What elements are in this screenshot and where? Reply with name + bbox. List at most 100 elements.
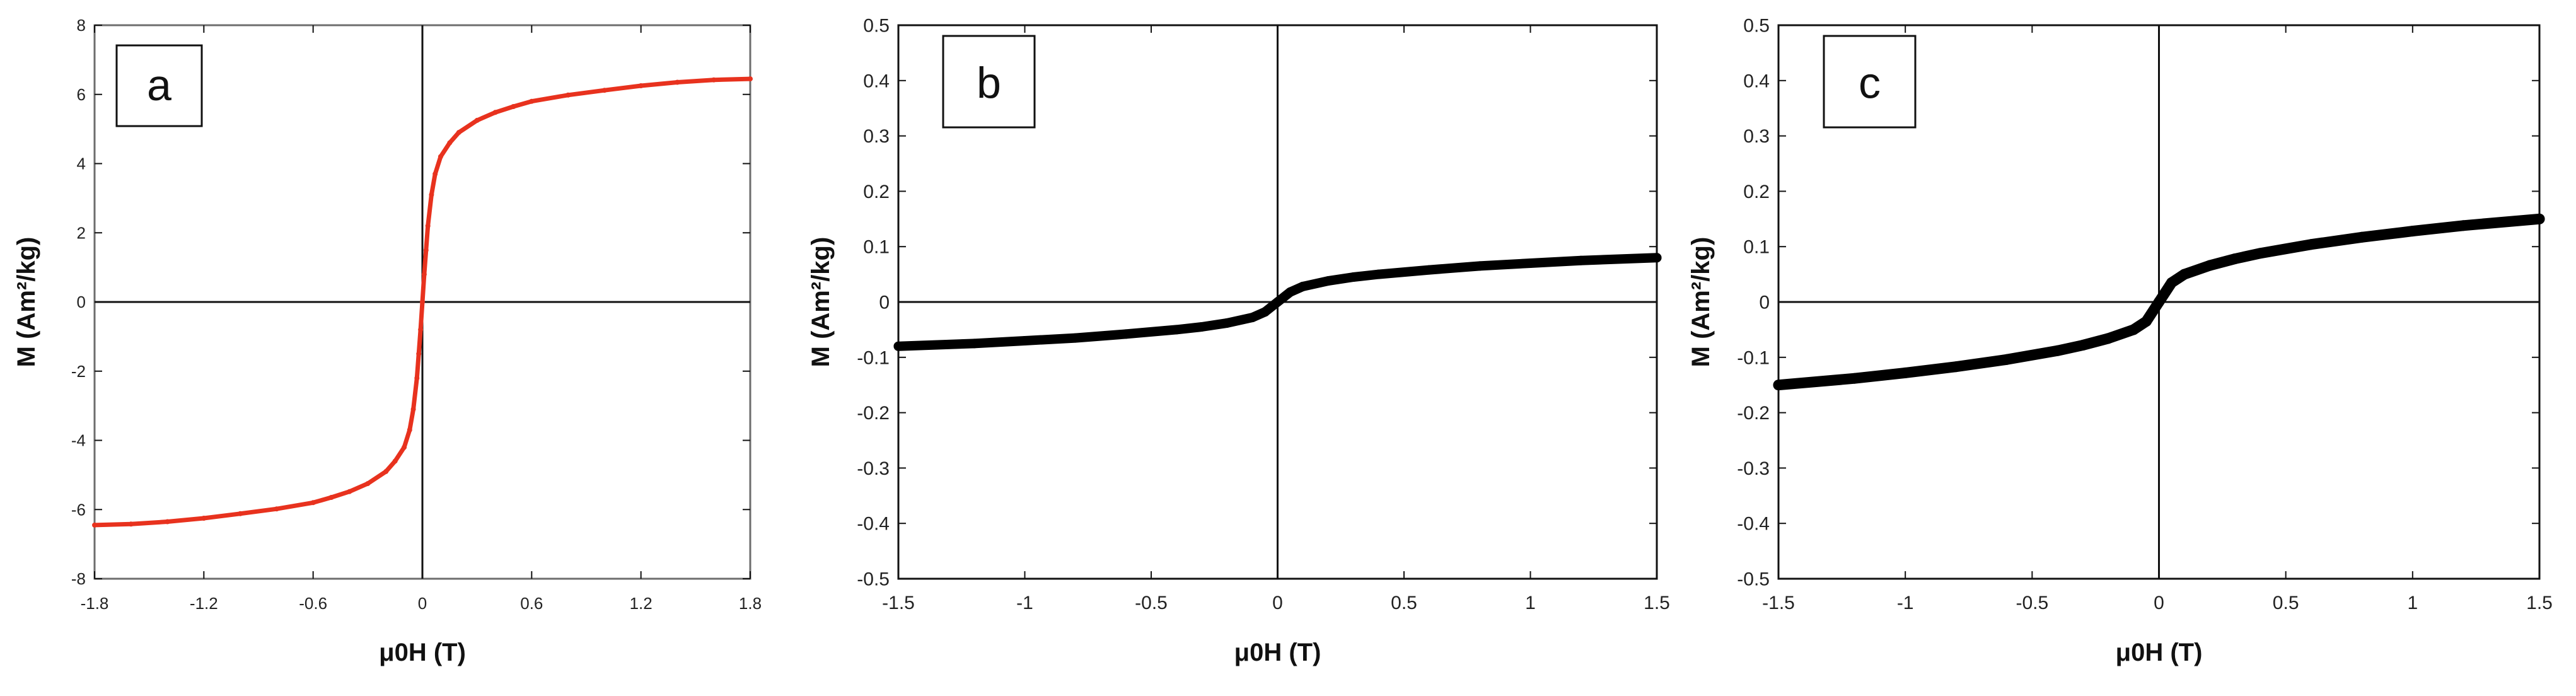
- data-point: [2103, 333, 2114, 344]
- y-tick-label: 0.1: [1743, 237, 1770, 258]
- data-point: [2166, 277, 2178, 288]
- data-point: [529, 98, 535, 104]
- x-tick-label: 1: [2407, 593, 2418, 613]
- data-point: [2154, 296, 2164, 308]
- y-tick-label: 0.4: [1743, 71, 1770, 91]
- data-point: [2001, 354, 2012, 365]
- y-tick-label: 8: [77, 16, 86, 35]
- data-point: [2356, 231, 2367, 243]
- data-point: [438, 154, 443, 160]
- data-point: [429, 192, 434, 197]
- data-point: [328, 495, 334, 500]
- data-point: [402, 444, 407, 450]
- panel-label-box: [942, 35, 1036, 129]
- data-point: [2254, 248, 2266, 259]
- data-point: [2407, 226, 2418, 237]
- data-point: [447, 140, 453, 146]
- x-tick-label: 1.5: [2526, 593, 2553, 613]
- data-point: [748, 76, 753, 82]
- data-point: [2229, 253, 2241, 264]
- data-point: [2204, 260, 2215, 271]
- y-tick-label: -0.4: [1737, 514, 1770, 535]
- chart-panel-a: -1.8 -1.2 -0.6 0 0.6 1.2 1.8 -8 -6 -4 -2 0 2 4 6 8 μ0H (…: [13, 16, 762, 666]
- x-axis-label: μ0H (T): [379, 639, 466, 666]
- data-point: [1260, 307, 1270, 317]
- data-point: [383, 468, 389, 474]
- y-tick-label: 0.5: [863, 16, 890, 37]
- panel-label: b: [977, 59, 1001, 108]
- data-point: [1197, 322, 1207, 332]
- panel-label: a: [147, 61, 171, 110]
- y-tick-label: 0.2: [1743, 182, 1770, 202]
- data-point: [1849, 373, 1860, 384]
- data-point: [392, 458, 398, 464]
- data-point: [416, 351, 422, 357]
- data-point: [474, 117, 480, 123]
- chart-panel-c: -1.5 -1 -0.5 0 0.5 1 1.5 -0.5 -0.4 -0.3 -0.2 -0.1 0 0…: [1687, 16, 2553, 667]
- data-point: [165, 519, 170, 525]
- x-tick-label: -0.6: [299, 594, 327, 613]
- y-tick-label: 0.5: [1743, 16, 1770, 37]
- data-point: [969, 339, 979, 349]
- data-point: [566, 92, 571, 98]
- data-point: [2052, 345, 2063, 356]
- x-tick-label: 0.5: [2273, 593, 2299, 613]
- y-tick-label: -0.1: [857, 347, 890, 368]
- x-axis-label: μ0H (T): [1234, 639, 1321, 666]
- y-tick-label: 2: [77, 223, 86, 242]
- data-point: [414, 375, 420, 381]
- data-point: [421, 272, 427, 277]
- data-point: [1349, 272, 1359, 282]
- data-point: [1652, 253, 1662, 263]
- data-point: [711, 77, 717, 83]
- x-tick-label: 0: [1272, 593, 1283, 613]
- x-axis-label: μ0H (T): [2116, 639, 2203, 666]
- chart-panel-b: -1.5 -1 -0.5 0 0.5 1 1.5 -0.5 -0.4 -0.3 -0.2 -0.1 0 0…: [807, 16, 1670, 667]
- x-tick-label: 0.5: [1391, 593, 1417, 613]
- data-point: [1121, 329, 1131, 339]
- data-point: [1247, 313, 1257, 323]
- y-tick-label: -4: [71, 431, 86, 450]
- data-point: [1298, 281, 1308, 291]
- x-tick-label: -0.5: [1135, 593, 1168, 613]
- data-point: [1576, 255, 1586, 265]
- y-tick-label: -2: [71, 362, 86, 381]
- data-point: [407, 427, 412, 432]
- y-tick-label: -0.5: [857, 569, 890, 590]
- data-point: [1020, 336, 1030, 345]
- data-point: [238, 511, 243, 516]
- y-tick-label: -6: [71, 500, 86, 519]
- data-point: [1424, 265, 1434, 275]
- y-tick-label: -0.1: [1737, 347, 1770, 368]
- data-point: [432, 171, 438, 177]
- y-tick-label: 0: [879, 293, 890, 313]
- data-point: [2140, 316, 2152, 327]
- y-tick-label: -0.2: [857, 403, 890, 424]
- y-tick-label: 0.2: [863, 182, 890, 202]
- data-point: [128, 521, 134, 527]
- y-tick-label: -8: [71, 569, 86, 588]
- data-point: [675, 79, 680, 85]
- x-tick-label: 0: [418, 594, 427, 613]
- data-point: [1222, 318, 1232, 328]
- data-point: [2306, 239, 2317, 250]
- data-point: [1773, 380, 1784, 391]
- data-point: [1285, 287, 1296, 297]
- data-point: [2077, 340, 2089, 351]
- data-point: [418, 327, 424, 332]
- x-tick-label: 1.5: [1644, 593, 1670, 613]
- x-tick-label: 1: [1525, 593, 1536, 613]
- data-point: [2534, 213, 2545, 224]
- x-tick-label: -1: [1897, 593, 1914, 613]
- data-point: [601, 88, 607, 93]
- data-point: [1323, 276, 1333, 286]
- y-tick-label: 0: [77, 293, 86, 311]
- x-tick-label: -0.5: [2016, 593, 2048, 613]
- data-point: [492, 110, 498, 115]
- x-tick-label: -1.5: [1762, 593, 1795, 613]
- x-tick-label: 1.2: [630, 594, 653, 613]
- panel-label-box: [1823, 35, 1917, 129]
- y-tick-label: 0.3: [1743, 126, 1770, 147]
- y-tick-label: -0.4: [857, 514, 890, 535]
